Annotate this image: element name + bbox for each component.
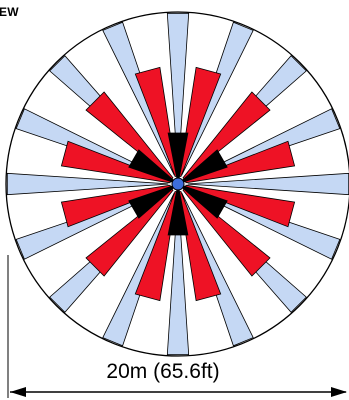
view-label: EW	[0, 5, 19, 19]
coverage-boundary-circle	[5, 11, 349, 357]
middle-detection-zone	[85, 91, 174, 180]
dimension-label: 20m (65.6ft)	[106, 360, 219, 383]
middle-detection-zone	[182, 188, 271, 277]
sensor-center-icon	[171, 177, 185, 191]
inner-zone-group	[128, 132, 228, 236]
dimension-arrow-left-icon	[10, 387, 26, 397]
dimension-arrow-right-icon	[331, 387, 347, 397]
middle-detection-zone	[178, 66, 222, 177]
middle-detection-zone	[134, 191, 178, 302]
outer-detection-zone	[6, 172, 169, 196]
